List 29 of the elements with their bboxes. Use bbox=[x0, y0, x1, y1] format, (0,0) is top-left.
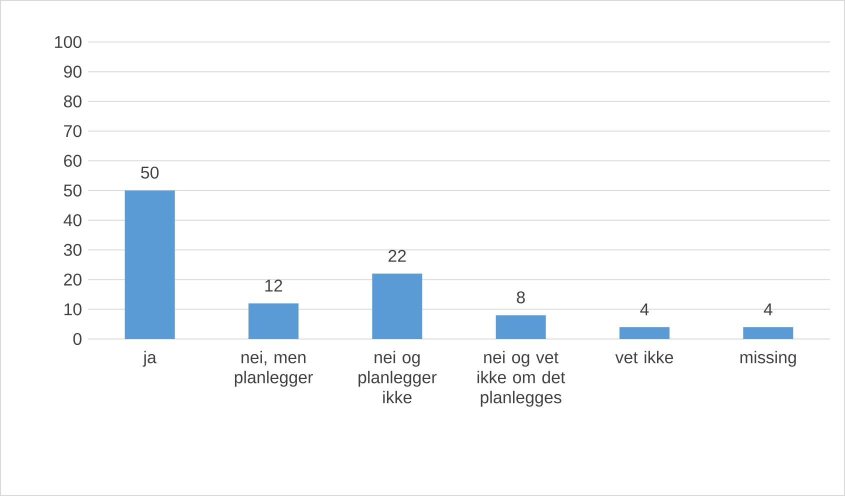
y-tick-label: 0 bbox=[73, 332, 82, 346]
y-tick-label: 50 bbox=[64, 184, 82, 197]
bar bbox=[743, 327, 794, 339]
x-tick-label: vet ikke bbox=[615, 350, 674, 364]
y-tick-label: 80 bbox=[64, 95, 82, 108]
y-tick-label: 30 bbox=[64, 244, 82, 256]
data-label: 4 bbox=[640, 304, 649, 316]
data-label: 22 bbox=[388, 250, 406, 262]
data-label: 8 bbox=[516, 291, 525, 304]
y-tick-label: 60 bbox=[64, 154, 82, 167]
data-label: 4 bbox=[764, 304, 772, 316]
bar bbox=[496, 315, 546, 339]
data-label: 50 bbox=[141, 166, 159, 179]
y-tick-label: 40 bbox=[64, 214, 82, 226]
bar bbox=[372, 274, 422, 339]
y-tick-label: 100 bbox=[55, 36, 82, 48]
x-tick-label: nei, men planlegger bbox=[234, 350, 313, 387]
y-tick-label: 20 bbox=[64, 274, 82, 286]
x-tick-label: ja bbox=[142, 350, 156, 367]
data-label: 12 bbox=[265, 280, 282, 292]
x-tick-label: nei og vet ikke om det planlegges bbox=[478, 350, 566, 407]
y-tick-label: 70 bbox=[64, 125, 82, 138]
bar bbox=[620, 327, 670, 339]
y-tick-label: 10 bbox=[64, 303, 82, 316]
x-tick-label: missing bbox=[740, 350, 796, 367]
x-tick-label: nei og planlegger ikke bbox=[358, 350, 437, 404]
y-tick-label: 90 bbox=[64, 66, 82, 78]
bar bbox=[124, 190, 175, 339]
bar bbox=[248, 303, 299, 339]
